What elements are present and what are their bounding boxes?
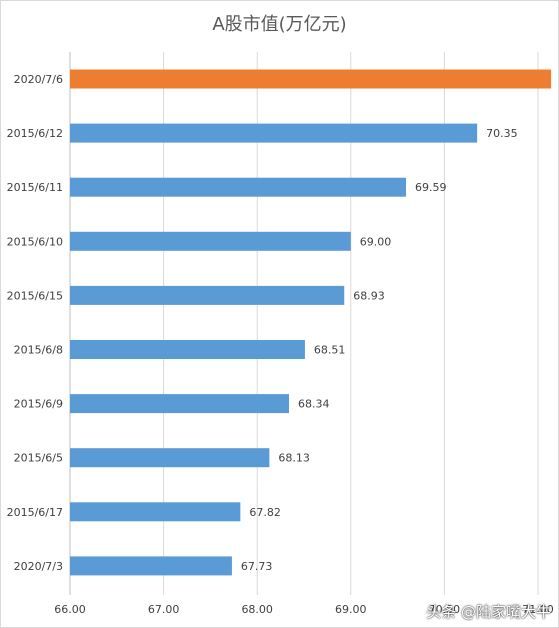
chart-title: A股市值(万亿元) (212, 14, 347, 35)
category-label: 2015/6/12 (7, 127, 63, 140)
category-label: 2015/6/8 (14, 344, 63, 357)
category-label: 2015/6/15 (7, 289, 63, 302)
data-label: 68.34 (298, 398, 330, 411)
data-label: 69.00 (360, 235, 392, 248)
category-label: 2015/6/5 (14, 452, 63, 465)
bar (70, 556, 232, 576)
x-tick-label: 66.00 (54, 603, 86, 616)
category-label: 2015/6/11 (7, 181, 63, 194)
bar (70, 502, 241, 522)
x-tick-label: 69.00 (335, 603, 367, 616)
data-label: 67.82 (249, 506, 280, 519)
bar (70, 123, 478, 143)
x-tick-label: 68.00 (241, 603, 273, 616)
x-tick-label: 71.00 (522, 603, 554, 616)
category-label: 2020/7/6 (14, 73, 63, 86)
data-label: 69.59 (415, 181, 447, 194)
data-label: 68.93 (353, 289, 385, 302)
category-label: 2020/7/3 (14, 560, 63, 573)
data-label: 68.13 (278, 452, 310, 465)
bar (70, 69, 552, 89)
x-tick-label: 67.00 (148, 603, 180, 616)
data-label: 68.51 (314, 344, 346, 357)
category-label: 2015/6/10 (7, 235, 63, 248)
x-tick-label: 70.00 (429, 603, 461, 616)
bar (70, 448, 270, 468)
bar (70, 285, 345, 305)
bar (70, 231, 351, 251)
category-label: 2015/6/17 (7, 506, 63, 519)
data-label: 70.35 (486, 127, 518, 140)
bar (70, 394, 290, 414)
watermark: 头条 @陆家嘴大牛 (426, 603, 551, 621)
category-label: 2015/6/9 (14, 398, 63, 411)
bar (70, 340, 305, 359)
bar (70, 177, 407, 197)
data-label: 67.73 (241, 560, 272, 573)
